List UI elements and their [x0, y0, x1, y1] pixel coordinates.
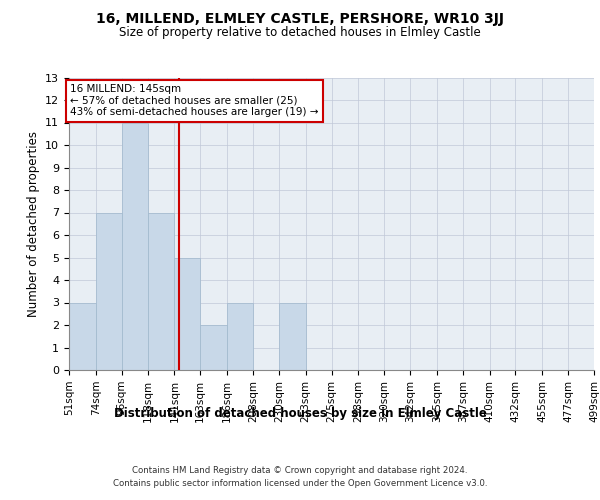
Bar — [175, 258, 200, 370]
Text: Distribution of detached houses by size in Elmley Castle: Distribution of detached houses by size … — [113, 408, 487, 420]
Bar — [96, 212, 122, 370]
Text: 16 MILLEND: 145sqm
← 57% of detached houses are smaller (25)
43% of semi-detache: 16 MILLEND: 145sqm ← 57% of detached hou… — [70, 84, 319, 117]
Bar — [227, 302, 253, 370]
Y-axis label: Number of detached properties: Number of detached properties — [26, 130, 40, 317]
Bar — [200, 325, 227, 370]
Text: Size of property relative to detached houses in Elmley Castle: Size of property relative to detached ho… — [119, 26, 481, 39]
Bar — [69, 302, 96, 370]
Text: 16, MILLEND, ELMLEY CASTLE, PERSHORE, WR10 3JJ: 16, MILLEND, ELMLEY CASTLE, PERSHORE, WR… — [96, 12, 504, 26]
Bar — [279, 302, 306, 370]
Bar — [148, 212, 175, 370]
Text: Contains HM Land Registry data © Crown copyright and database right 2024.
Contai: Contains HM Land Registry data © Crown c… — [113, 466, 487, 487]
Bar — [122, 122, 148, 370]
